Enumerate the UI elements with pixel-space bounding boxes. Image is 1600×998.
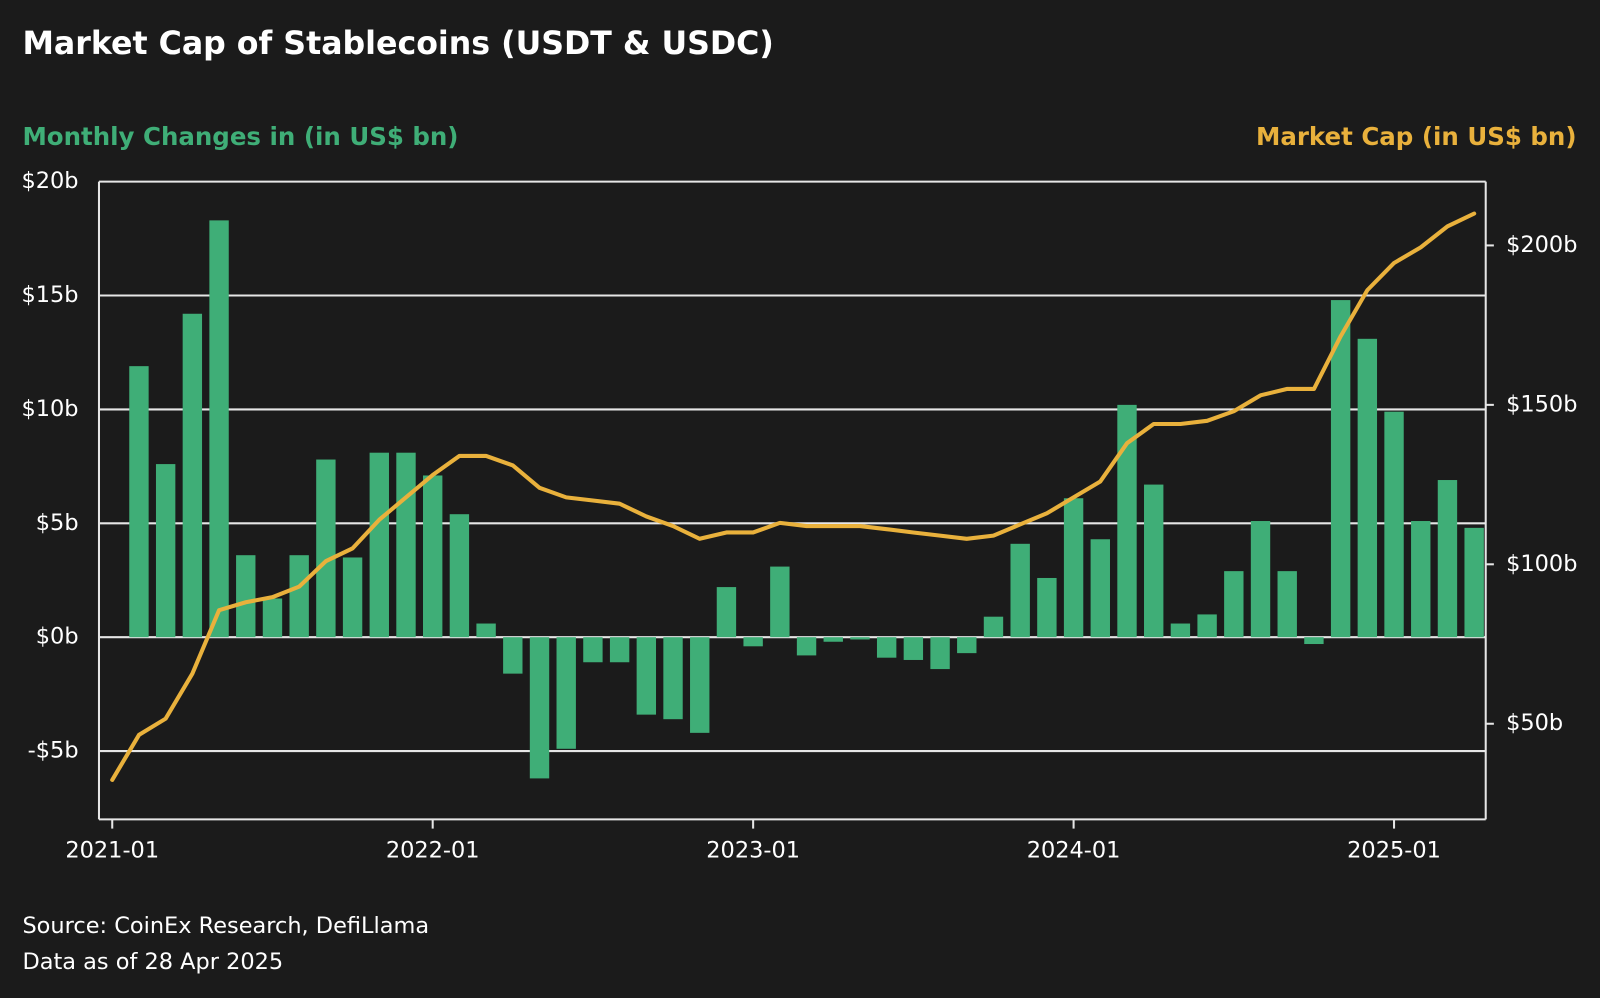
bar: [1411, 521, 1431, 638]
y2-axis-label: Market Cap (in US$ bn): [1256, 122, 1577, 151]
bar: [262, 598, 283, 638]
bar: [957, 637, 977, 654]
bar: [663, 637, 683, 720]
x-tick-label: 2021-01: [65, 838, 159, 864]
bar: [1090, 539, 1110, 638]
y-tick-label: $5b: [36, 510, 79, 536]
line: [110, 211, 1477, 782]
bar: [1437, 480, 1458, 638]
bar: [636, 637, 657, 715]
bar: [716, 587, 737, 638]
x-tick-label: 2024-01: [1027, 838, 1121, 864]
source: Source: CoinEx Research, DefiLlama: [22, 913, 429, 939]
y-tick-label: $10b: [21, 396, 78, 422]
bar: [850, 637, 870, 640]
bar: [1197, 614, 1217, 638]
bar: [583, 637, 603, 663]
y2-tick-label: $100b: [1506, 551, 1577, 577]
bar: [503, 637, 523, 674]
bar: [609, 637, 630, 663]
bar: [1144, 484, 1164, 638]
bar: [796, 637, 817, 656]
bar: [1170, 623, 1191, 638]
bar: [1063, 498, 1084, 638]
y-axis-label: Monthly Changes in (in US$ bn): [22, 122, 458, 151]
bar: [396, 452, 416, 638]
bar: [316, 459, 336, 638]
bar: [876, 637, 897, 658]
bar: [155, 464, 176, 638]
bar: [1224, 571, 1244, 638]
bar: [930, 637, 950, 670]
bar: [182, 313, 203, 638]
y2-tick-label: $150b: [1506, 391, 1577, 417]
x-tick-label: 2025-01: [1347, 838, 1441, 864]
bar: [903, 637, 924, 660]
bar: [1117, 404, 1137, 638]
bar: [1277, 571, 1297, 638]
x-tick-label: 2022-01: [386, 838, 480, 864]
bar: [449, 514, 470, 638]
bar: [1330, 300, 1351, 638]
bar: [1464, 527, 1484, 638]
y-tick-label: -$5b: [28, 738, 79, 764]
bar: [289, 555, 309, 638]
bar: [1357, 338, 1378, 638]
bar: [556, 637, 576, 749]
bar: [1037, 577, 1057, 638]
bar: [529, 637, 550, 779]
x-tick-label: 2023-01: [706, 838, 800, 864]
note: Data as of 28 Apr 2025: [22, 949, 283, 975]
y-tick-label: $15b: [21, 282, 78, 308]
y2-tick-label: $50b: [1506, 710, 1563, 736]
y2-tick-label: $200b: [1506, 232, 1577, 258]
bar: [770, 566, 790, 638]
chart-title: Market Cap of Stablecoins (USDT & USDC): [22, 26, 773, 62]
y-tick-label: $0b: [36, 624, 79, 650]
bar: [369, 452, 389, 638]
y-tick-label: $20b: [21, 168, 78, 194]
bar: [1384, 411, 1404, 638]
bar: [342, 557, 363, 638]
bar: [1010, 543, 1030, 638]
bar: [476, 623, 496, 638]
bar: [423, 475, 443, 638]
bar: [983, 616, 1004, 638]
bar: [236, 555, 256, 638]
bar: [129, 366, 149, 638]
bar: [743, 637, 763, 647]
bar: [1250, 521, 1271, 638]
bar: [209, 220, 229, 638]
bar: [690, 637, 710, 733]
bar: [1304, 637, 1324, 645]
bar: [823, 637, 843, 642]
